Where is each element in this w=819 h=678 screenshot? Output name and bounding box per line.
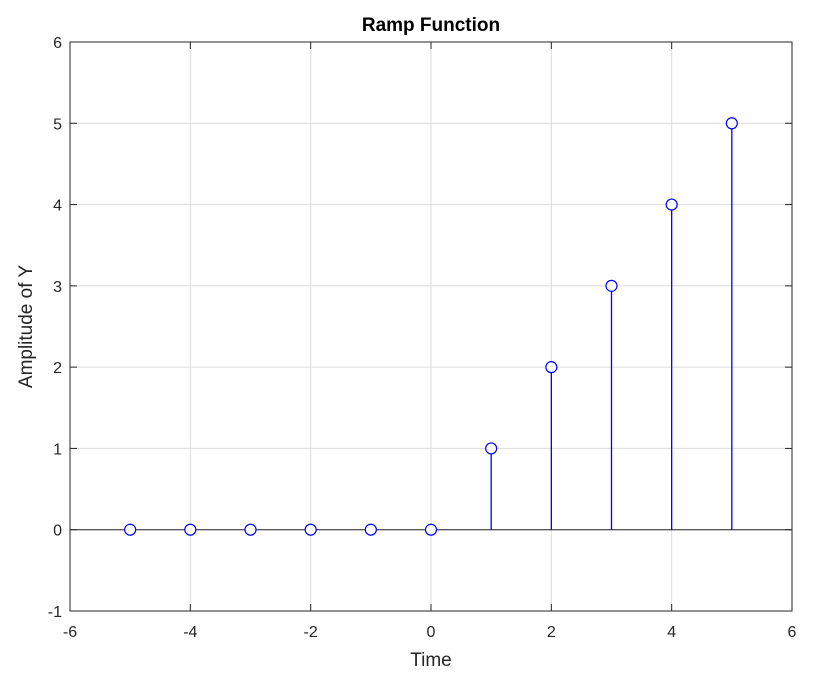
y-tick-label: 4 xyxy=(53,198,62,215)
stem-marker xyxy=(665,198,678,211)
y-tick-label: 1 xyxy=(53,441,62,458)
y-tick-label: 2 xyxy=(53,360,62,377)
x-tick-label: 0 xyxy=(427,624,436,641)
x-tick-label: -2 xyxy=(304,624,318,641)
x-tick-label: -4 xyxy=(183,624,197,641)
stem-marker xyxy=(485,442,498,455)
stem-marker xyxy=(545,361,558,374)
stem-marker xyxy=(605,279,618,292)
y-axis-title: Amplitude of Y xyxy=(16,265,37,389)
stem-marker xyxy=(304,523,317,536)
stem-marker xyxy=(124,523,137,536)
x-tick-label: 2 xyxy=(547,624,556,641)
stem-marker xyxy=(424,523,438,536)
x-tick-label: 6 xyxy=(788,624,797,641)
y-tick-label: 3 xyxy=(53,279,62,296)
stem-marker xyxy=(725,117,738,130)
stem-marker xyxy=(364,523,377,536)
x-tick-label: 4 xyxy=(667,624,676,641)
stems xyxy=(490,123,733,530)
markers xyxy=(124,117,738,536)
y-tick-label: 0 xyxy=(53,523,62,540)
x-tick-label: -6 xyxy=(63,624,77,641)
stem-marker xyxy=(184,523,197,536)
y-tick-label: 5 xyxy=(53,116,62,133)
y-tick-label: -1 xyxy=(48,604,62,621)
x-axis-title: Time xyxy=(410,650,452,671)
stem-marker xyxy=(244,523,257,536)
ticks: -6 -4 -2 0 2 4 6 -1 0 1 2 3 4 5 6 xyxy=(48,35,797,641)
chart-title: Ramp Function xyxy=(362,15,500,36)
y-tick-label: 6 xyxy=(53,35,62,52)
